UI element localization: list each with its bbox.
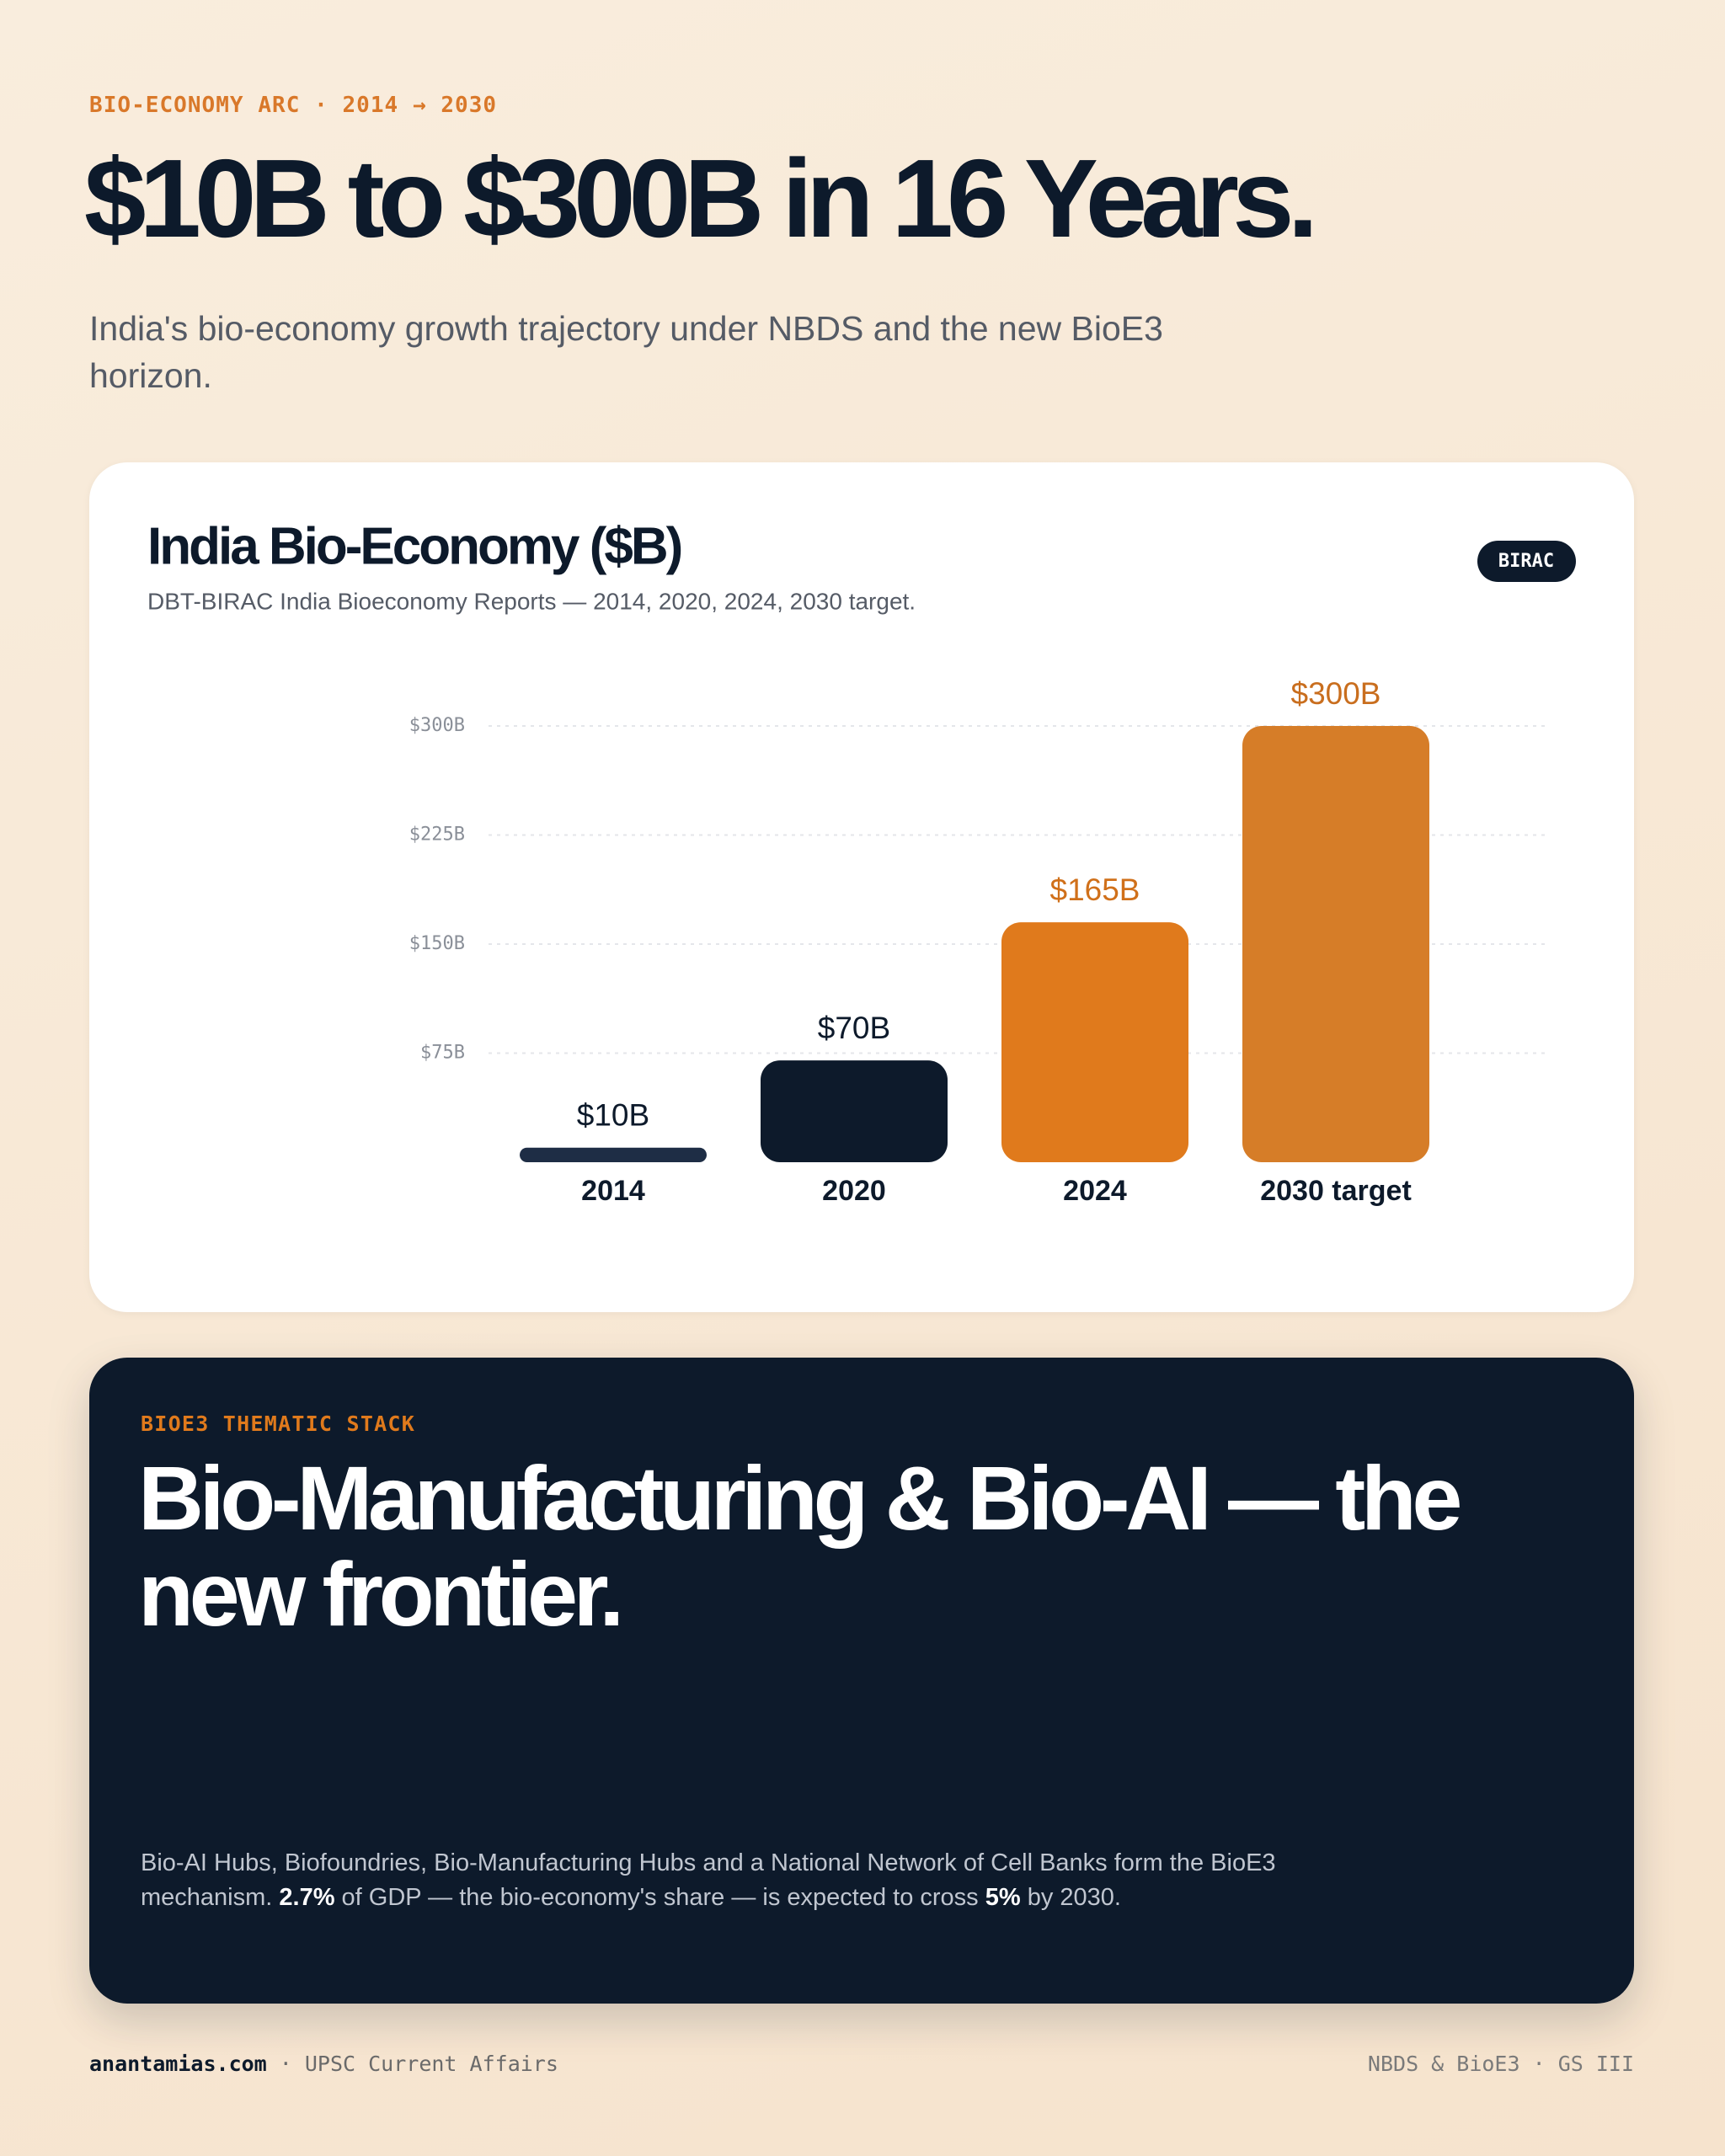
- y-tick-label: $75B: [420, 1043, 465, 1064]
- body-highlight: 2.7%: [279, 1884, 335, 1911]
- body-text: by 2030.: [1020, 1884, 1121, 1911]
- body-text: Bio-AI Hubs, Biofoundries, Bio-Manufactu…: [141, 1849, 1276, 1911]
- bar: [1242, 726, 1429, 1162]
- y-tick-label: $225B: [409, 825, 465, 846]
- footer-left: anantamias.com · UPSC Current Affairs: [89, 2052, 558, 2076]
- page-title: $10B to $300B in 16 Years.: [84, 136, 1318, 260]
- value-label: $300B: [1291, 676, 1381, 711]
- bar: [1001, 922, 1188, 1162]
- value-label: $70B: [818, 1011, 890, 1045]
- value-label: $165B: [1050, 873, 1140, 907]
- body-text: of GDP — the bio-economy's share — is ex…: [334, 1884, 985, 1911]
- panel-eyebrow: BIOE3 THEMATIC STACK: [141, 1412, 416, 1436]
- value-label: $10B: [577, 1098, 649, 1133]
- footer-site: anantamias.com: [89, 2052, 267, 2076]
- chart-subtitle: DBT-BIRAC India Bioeconomy Reports — 201…: [147, 588, 916, 614]
- footer-right: NBDS & BioE3 · GS III: [1367, 2052, 1634, 2076]
- page-subtitle: India's bio-economy growth trajectory un…: [89, 309, 1163, 395]
- chart-title: India Bio-Economy ($B): [147, 517, 681, 575]
- panel: BIOE3 THEMATIC STACK Bio-Manufacturing &…: [89, 1358, 1634, 2004]
- chart: India Bio-Economy ($B) DBT-BIRAC India B…: [147, 517, 1576, 1207]
- panel-heading: Bio-Manufacturing & Bio-AI — the new fro…: [138, 1447, 1462, 1645]
- chart-card: India Bio-Economy ($B) DBT-BIRAC India B…: [89, 462, 1634, 1312]
- bar: [761, 1060, 948, 1162]
- eyebrow: BIO-ECONOMY ARC · 2014 → 2030: [89, 93, 498, 118]
- x-tick-label: 2014: [581, 1175, 645, 1207]
- y-tick-label: $300B: [409, 715, 465, 736]
- panel-body: Bio-AI Hubs, Biofoundries, Bio-Manufactu…: [141, 1846, 1303, 1915]
- body-highlight: 5%: [985, 1884, 1021, 1911]
- footer-section: · UPSC Current Affairs: [266, 2052, 558, 2076]
- x-tick-label: 2030 target: [1260, 1175, 1412, 1207]
- x-tick-label: 2020: [822, 1175, 886, 1207]
- badge-label: BIRAC: [1498, 551, 1554, 572]
- badge: [1477, 541, 1576, 582]
- y-tick-label: $150B: [409, 933, 465, 954]
- bar: [520, 1147, 707, 1162]
- x-tick-label: 2024: [1063, 1175, 1127, 1207]
